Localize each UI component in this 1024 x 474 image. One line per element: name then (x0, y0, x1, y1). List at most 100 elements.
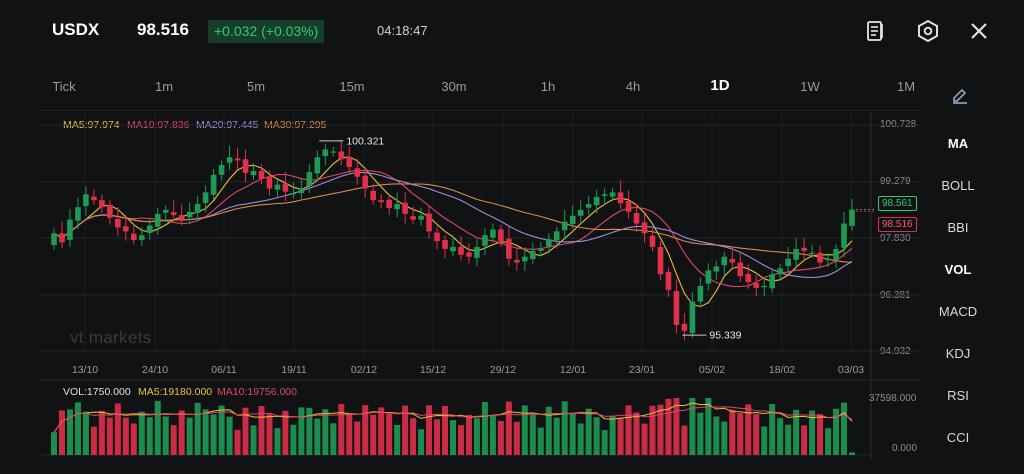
tab-tick[interactable]: Tick (52, 79, 76, 94)
volume-bar (833, 408, 840, 455)
volume-bar (66, 409, 73, 455)
volume-bar (705, 398, 712, 455)
candle-body (474, 246, 480, 258)
candle-body (67, 219, 73, 240)
volume-bar (106, 417, 113, 455)
date-axis-label: 13/10 (71, 364, 99, 376)
volume-bar (593, 417, 600, 455)
candle-body (83, 194, 89, 207)
candle-body (131, 233, 137, 240)
candle-body (59, 233, 65, 243)
candle-body (793, 248, 799, 260)
candle-body (761, 285, 768, 288)
candle-body (338, 151, 345, 160)
candle-body (809, 252, 815, 255)
candle-body (362, 175, 369, 189)
tab-1m[interactable]: 1m (154, 79, 174, 94)
tab-30m[interactable]: 30m (441, 79, 467, 94)
candle-body (202, 192, 209, 203)
indicator-vol[interactable]: VOL (944, 262, 972, 277)
date-axis-label: 23/01 (628, 364, 656, 376)
candle-body (194, 204, 201, 214)
volume-bar (114, 403, 121, 455)
indicator-rsi[interactable]: RSI (947, 388, 969, 403)
tab-4h[interactable]: 4h (625, 79, 641, 94)
volume-bar (777, 418, 784, 455)
candle-body (785, 258, 791, 267)
candle-body (226, 157, 233, 163)
volume-bar (242, 407, 249, 455)
candle-body (250, 170, 257, 176)
volume-bar (362, 405, 369, 455)
candle-body (697, 285, 704, 302)
candle-body (849, 209, 855, 226)
volume-bar (194, 402, 201, 455)
candle-body (841, 223, 847, 248)
date-axis-label: 15/12 (419, 364, 447, 376)
volume-axis-label: 37598.000 (869, 393, 917, 404)
tab-1mo[interactable]: 1M (896, 79, 916, 94)
candle-body (162, 209, 169, 213)
volume-bar (234, 429, 241, 455)
volume-bar (98, 410, 105, 455)
volume-bar (585, 408, 592, 455)
volume-bar (457, 425, 464, 455)
indicator-macd[interactable]: MACD (938, 304, 978, 319)
candle-body (609, 192, 616, 197)
candle-body (346, 156, 353, 168)
volume-bar (553, 417, 560, 455)
indicator-cci[interactable]: CCI (946, 430, 970, 445)
tab-1w[interactable]: 1W (800, 79, 820, 94)
volume-bar (801, 425, 808, 455)
bid-price-tag: 98.516 (878, 217, 917, 232)
volume-bar (162, 416, 169, 455)
volume-bar (298, 407, 305, 455)
settings-hex-icon[interactable] (915, 18, 941, 44)
volume-ma10-legend: MA10:19756.000 (217, 386, 297, 398)
volume-bar (130, 423, 137, 455)
candle-body (777, 268, 783, 275)
candle-body (769, 274, 775, 289)
volume-bar (681, 425, 688, 455)
pencil-icon[interactable] (950, 86, 970, 106)
price-change-badge: +0.032 (+0.03%) (208, 20, 325, 43)
candle-body (833, 248, 839, 260)
volume-bar (202, 409, 209, 455)
candle-body (266, 176, 273, 189)
tab-1h[interactable]: 1h (540, 79, 556, 94)
candle-body (290, 193, 297, 195)
last-price: 98.516 (137, 20, 189, 39)
indicator-kdj[interactable]: KDJ (945, 346, 971, 361)
tab-15m[interactable]: 15m (339, 79, 365, 94)
contract-info-icon[interactable] (862, 18, 888, 44)
candle-body (522, 256, 528, 262)
volume-bar (138, 411, 145, 455)
candle-body (123, 226, 129, 232)
volume-bar (274, 428, 281, 455)
close-icon[interactable] (966, 18, 992, 44)
candle-body (51, 233, 57, 246)
volume-bar (769, 404, 776, 455)
candle-body (745, 273, 752, 283)
tab-1d[interactable]: 1D (710, 77, 730, 94)
tab-5m[interactable]: 5m (246, 79, 266, 94)
candle-body (99, 200, 105, 208)
indicator-bbi[interactable]: BBI (947, 220, 969, 235)
volume-bar (729, 409, 736, 455)
candle-body (737, 262, 744, 277)
candle-body (729, 259, 736, 263)
volume-bar (617, 418, 624, 455)
candle-body (641, 222, 648, 234)
indicator-boll[interactable]: BOLL (941, 178, 975, 193)
volume-bar (58, 410, 65, 455)
volume-bar (330, 423, 337, 455)
candle-body (274, 184, 281, 190)
indicator-ma[interactable]: MA (947, 136, 969, 151)
volume-bar (761, 426, 768, 455)
volume-bar (841, 402, 848, 455)
candle-body (561, 221, 568, 231)
volume-bar (609, 415, 616, 455)
high-label: 100.321 (346, 135, 384, 147)
volume-bar (601, 430, 608, 455)
